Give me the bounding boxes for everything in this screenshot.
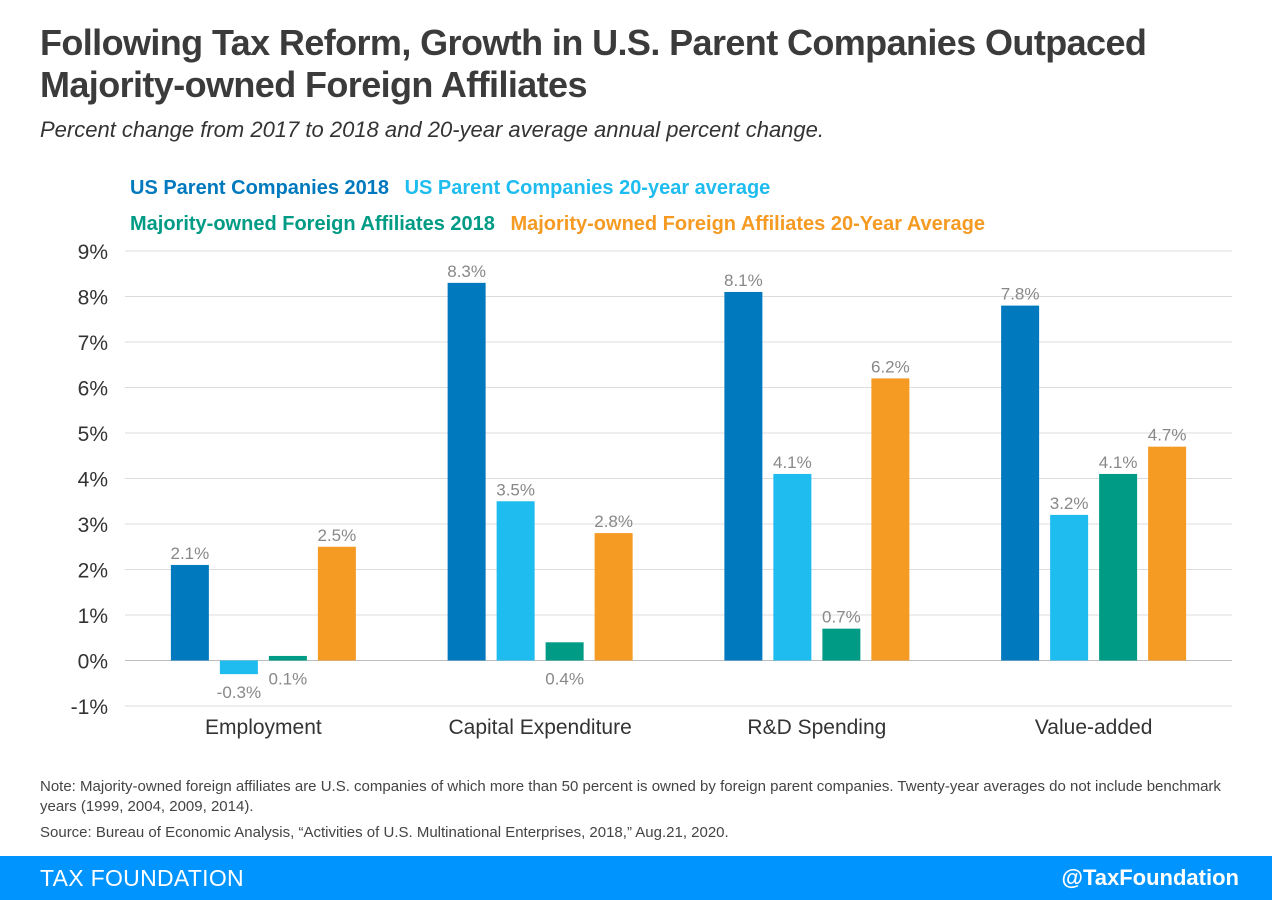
bar — [822, 628, 861, 661]
bar — [871, 378, 910, 661]
data-label: 4.1% — [1099, 453, 1138, 472]
legend-foreign-2018: Majority-owned Foreign Affiliates 2018 — [130, 213, 495, 235]
y-tick-label: 2% — [78, 560, 108, 583]
bar — [219, 660, 258, 675]
bar — [1001, 305, 1040, 661]
bar — [724, 291, 763, 661]
footer-bar: TAX FOUNDATION @TaxFoundation — [0, 856, 1272, 900]
bar — [1050, 514, 1089, 661]
data-label: 8.3% — [447, 262, 486, 281]
data-label: 4.7% — [1148, 426, 1187, 445]
data-label: 0.7% — [822, 608, 861, 627]
bar — [317, 546, 356, 661]
chart-subtitle: Percent change from 2017 to 2018 and 20-… — [40, 117, 824, 142]
y-tick-label: 9% — [78, 241, 108, 264]
y-tick-label: 1% — [78, 605, 108, 628]
x-category-label: Value-added — [1035, 716, 1153, 739]
y-tick-label: 7% — [78, 332, 108, 355]
footer-handle[interactable]: @TaxFoundation — [1061, 865, 1239, 890]
bar — [447, 282, 486, 661]
bar — [268, 655, 307, 661]
y-tick-label: 3% — [78, 514, 108, 537]
y-tick-label: 4% — [78, 469, 108, 492]
data-label: 2.8% — [594, 512, 633, 531]
legend-foreign-20yr: Majority-owned Foreign Affiliates 20-Yea… — [510, 213, 986, 235]
bar — [496, 501, 535, 661]
chart-source: Source: Bureau of Economic Analysis, “Ac… — [40, 824, 729, 841]
legend-us-parent-2018: US Parent Companies 2018 — [130, 177, 389, 199]
bar — [170, 564, 209, 661]
data-label: 3.2% — [1050, 494, 1089, 513]
y-tick-label: -1% — [71, 696, 108, 719]
legend-row-2: Majority-owned Foreign Affiliates 2018 M… — [130, 213, 995, 236]
data-label: 0.1% — [269, 670, 308, 689]
y-tick-label: 8% — [78, 287, 108, 310]
footer-brand: TAX FOUNDATION — [40, 865, 244, 891]
legend-us-parent-20yr: US Parent Companies 20-year average — [404, 177, 771, 199]
data-label: 0.4% — [545, 670, 584, 689]
y-tick-label: 5% — [78, 423, 108, 446]
data-label: 2.1% — [171, 544, 210, 563]
bar — [773, 473, 812, 661]
bar — [594, 533, 633, 661]
data-label: 2.5% — [318, 526, 357, 545]
y-tick-label: 6% — [78, 378, 108, 401]
x-category-label: Capital Expenditure — [448, 716, 631, 739]
bar — [545, 642, 584, 661]
data-label: -0.3% — [217, 683, 261, 702]
data-label: 7.8% — [1001, 285, 1040, 304]
chart-title: Following Tax Reform, Growth in U.S. Par… — [40, 22, 1147, 105]
y-tick-label: 0% — [78, 651, 108, 674]
bar — [1148, 446, 1187, 661]
bar — [1099, 473, 1138, 661]
data-label: 6.2% — [871, 357, 910, 376]
data-label: 3.5% — [496, 480, 535, 499]
x-category-label: Employment — [205, 716, 322, 739]
data-label: 4.1% — [773, 453, 812, 472]
data-label: 8.1% — [724, 271, 763, 290]
x-category-label: R&D Spending — [747, 716, 886, 739]
bar-chart: 9% 8% 7% 6% 5% 4% 3% 2% 1% 0% -1% 2.1% -0.3% 0.1% 2.5%… — [71, 241, 1232, 739]
chart-note: Note: Majority-owned foreign affiliates … — [40, 778, 1221, 815]
legend-row-1: US Parent Companies 2018 US Parent Compa… — [130, 177, 780, 200]
